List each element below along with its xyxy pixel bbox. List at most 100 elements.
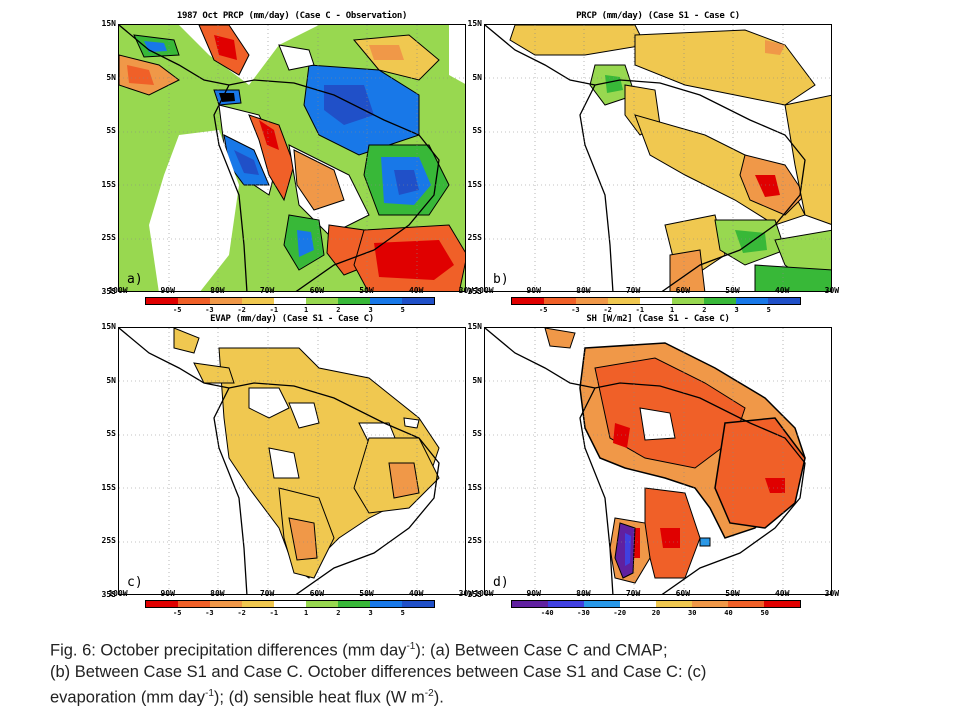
colorbar-tick-label: 5 xyxy=(400,609,405,617)
colorbar-segment xyxy=(640,298,672,304)
lon-tick-label: 90W xyxy=(160,589,175,598)
lon-tick-label: 100W xyxy=(474,589,494,598)
panel-b-title: PRCP (mm/day) (Case S1 - Case C) xyxy=(576,11,740,21)
lat-tick-label: 25S xyxy=(101,233,116,243)
colorbar-tick-label: 2 xyxy=(702,306,707,314)
colorbar-tick-label: -40 xyxy=(540,609,554,617)
coastline xyxy=(485,25,806,291)
panel-d-map: d) xyxy=(484,327,832,595)
lat-tick-label: 5S xyxy=(106,126,116,136)
colorbar-segment xyxy=(210,298,242,304)
grid xyxy=(119,328,465,594)
colorbar-segment xyxy=(576,298,608,304)
lat-tick-label: 5N xyxy=(472,72,482,82)
lat-tick-label: 15S xyxy=(101,179,116,189)
colorbar-tick-label: -1 xyxy=(635,306,645,314)
lat-tick-label: 25S xyxy=(467,233,482,243)
lon-tick-label: 50W xyxy=(725,589,740,598)
colorbar-segment xyxy=(306,298,338,304)
lon-tick-label: 70W xyxy=(625,589,641,598)
panel-label: b) xyxy=(493,272,509,287)
colorbar-tick-label: 40 xyxy=(724,609,733,617)
lon-tick-label: 70W xyxy=(259,286,275,295)
lat-tick-label: 15S xyxy=(467,179,482,189)
lat-tick-label: 15N xyxy=(101,322,116,331)
panel-label: c) xyxy=(127,575,143,590)
colorbar-segment xyxy=(728,601,764,607)
lon-tick-label: 100W xyxy=(474,286,494,295)
colorbar-segment xyxy=(656,601,692,607)
colorbar-tick-label: 1 xyxy=(670,306,675,314)
colorbar-tick-label: 5 xyxy=(766,306,771,314)
colorbar-segment xyxy=(584,601,620,607)
lat-tick-label: 35S xyxy=(101,287,116,296)
colorbar-tick-label: 1 xyxy=(304,306,309,314)
lon-tick-label: 90W xyxy=(526,286,541,295)
colorbar-segment xyxy=(210,601,242,607)
colorbar-tick-label: 2 xyxy=(336,306,341,314)
lon-tick-label: 100W xyxy=(108,589,128,598)
colorbar-segment xyxy=(146,298,178,304)
colorbar-tick-label: -2 xyxy=(237,609,246,617)
panel-c-map: c) xyxy=(118,327,466,595)
colorbar-segment xyxy=(274,601,306,607)
lon-tick-label: 40W xyxy=(774,286,790,295)
lon-tick-label: 70W xyxy=(259,589,275,598)
panel-a-title: 1987 Oct PRCP (mm/day) (Case C - Observa… xyxy=(176,11,408,21)
panel-b-map: b) xyxy=(484,24,832,292)
colorbar-segment xyxy=(704,298,736,304)
colorbar-segment xyxy=(402,298,434,304)
colorbar-segment xyxy=(338,601,370,607)
colorbar-segment xyxy=(736,298,768,304)
lon-tick-label: 40W xyxy=(408,589,424,598)
lat-tick-label: 35S xyxy=(467,287,482,296)
colorbar-tick-label: 3 xyxy=(368,306,373,314)
colorbar-segment xyxy=(764,601,800,607)
colorbar-segment xyxy=(306,601,338,607)
lat-tick-label: 25S xyxy=(467,536,482,546)
colorbar-segment xyxy=(146,601,178,607)
lat-tick-label: 5S xyxy=(472,126,482,136)
lon-tick-label: 60W xyxy=(675,589,691,598)
colorbar-tick-label: 50 xyxy=(760,609,769,617)
grid xyxy=(119,25,465,291)
colorbar-segment xyxy=(608,298,640,304)
colorbar-tick-label: -1 xyxy=(269,306,279,314)
colorbar-segment xyxy=(402,601,434,607)
lat-tick-label: 25S xyxy=(101,536,116,546)
lon-tick-label: 60W xyxy=(675,286,691,295)
lon-tick-label: 40W xyxy=(774,589,790,598)
colorbar-tick-label: 3 xyxy=(734,306,739,314)
colorbar-tick-label: 1 xyxy=(304,609,309,617)
colorbar-d xyxy=(511,600,801,608)
lon-tick-label: 50W xyxy=(725,286,740,295)
colorbar-segment xyxy=(242,298,274,304)
colorbar-segment xyxy=(544,298,576,304)
colorbar-segment xyxy=(692,601,728,607)
lon-tick-label: 60W xyxy=(309,286,325,295)
colorbar-tick-label: 30 xyxy=(688,609,697,617)
lat-tick-label: 35S xyxy=(101,590,116,599)
precip-difference-blobs xyxy=(509,25,831,291)
colorbar-tick-label: -30 xyxy=(577,609,590,617)
colorbar-segment xyxy=(672,298,704,304)
colorbar-segment xyxy=(178,298,210,304)
lat-tick-label: 15N xyxy=(467,19,482,28)
coastline xyxy=(485,328,806,594)
lat-tick-label: 5N xyxy=(106,72,116,82)
lat-tick-label: 5S xyxy=(106,429,116,439)
colorbar-segment xyxy=(768,298,800,304)
lat-tick-label: 35S xyxy=(467,590,482,599)
panel-d-title: SH [W/m2] (Case S1 - Case C) xyxy=(586,314,730,324)
sh-difference-blobs xyxy=(544,328,806,584)
lon-tick-label: 40W xyxy=(408,286,424,295)
coastline xyxy=(119,328,440,594)
lat-tick-label: 5S xyxy=(472,429,482,439)
colorbar-segment xyxy=(548,601,584,607)
colorbar-tick-label: -2 xyxy=(237,306,246,314)
lon-tick-label: 50W xyxy=(359,589,374,598)
lon-tick-label: 90W xyxy=(526,589,541,598)
lon-tick-label: 30W xyxy=(824,286,840,295)
panel-label: a) xyxy=(127,272,143,287)
colorbar-a xyxy=(145,297,435,305)
